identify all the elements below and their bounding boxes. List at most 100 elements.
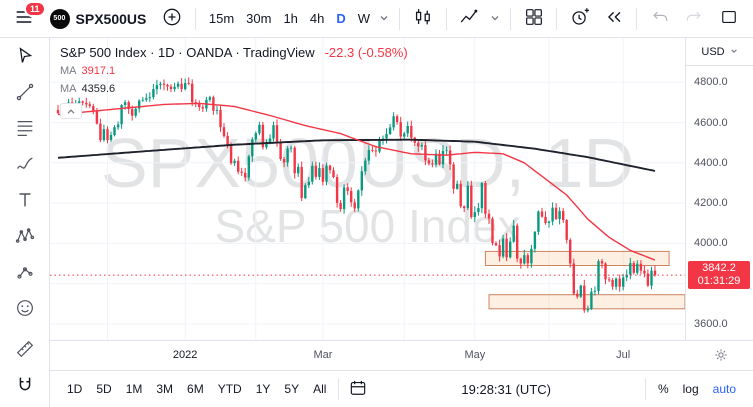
interval-menu-button[interactable] (376, 5, 392, 33)
axis-settings-button[interactable] (709, 345, 733, 367)
text-tool-button[interactable] (8, 186, 42, 216)
range-1d-button[interactable]: 1D (60, 377, 89, 401)
main-menu-button[interactable]: 11 (8, 0, 46, 34)
range-5y-button[interactable]: 5Y (277, 377, 306, 401)
currency-label: USD (701, 45, 725, 58)
time-tick: 2022 (172, 349, 198, 361)
interval-15m-button[interactable]: 15m (203, 5, 240, 33)
bar-countdown: 01:31:29 (697, 275, 741, 288)
fullscreen-button[interactable] (713, 4, 745, 34)
chart-legend: S&P 500 Index · 1D · OANDA · TradingView… (60, 45, 408, 119)
ma-slow-label: MA (60, 83, 77, 95)
compare-button[interactable] (156, 4, 188, 34)
range-buttons: 1D 5D 1M 3M 6M YTD 1Y 5Y All (60, 377, 333, 401)
price-tick: 4000.0 (694, 237, 728, 250)
chart-region: SPX500USD, 1D S&P 500 Index S&P 500 Inde… (50, 38, 753, 340)
replay-icon (603, 6, 625, 31)
currency-selector[interactable]: USD (686, 38, 753, 66)
price-tick: 4600.0 (694, 116, 728, 129)
bar-replay-button[interactable] (598, 4, 630, 34)
measure-tool-button[interactable] (8, 335, 42, 365)
current-price-label: 3842.2 01:31:29 (688, 261, 750, 290)
range-6m-button[interactable]: 6M (180, 377, 211, 401)
toolbar-divider (338, 378, 340, 400)
ma-fast-row: MA 3917.1 (60, 64, 408, 78)
interval-4h-button[interactable]: 4h (304, 5, 330, 33)
brush-tool-button[interactable] (8, 150, 42, 180)
undo-button[interactable] (644, 4, 676, 34)
measure-ruler-icon (14, 338, 36, 363)
drawing-toolbar (0, 38, 50, 407)
fib-retracement-tool-button[interactable] (8, 114, 42, 144)
chart-column: SPX500USD, 1D S&P 500 Index S&P 500 Inde… (50, 38, 753, 407)
redo-icon (684, 7, 704, 30)
interval-buttons: 15m 30m 1h 4h D W (203, 5, 376, 33)
range-all-button[interactable]: All (306, 377, 333, 401)
toolbar-divider (556, 7, 558, 30)
chart-style-button[interactable] (407, 4, 439, 34)
interval-30m-button[interactable]: 30m (240, 5, 277, 33)
symbol-search-button[interactable]: 500 SPX500US (42, 4, 155, 34)
layout-button[interactable] (518, 4, 550, 34)
cursor-icon (14, 45, 36, 70)
interval-toolbar: 15m 30m 1h 4h D W (203, 5, 392, 33)
price-tick: 4800.0 (694, 76, 728, 89)
toolbar-divider (399, 7, 401, 30)
chevron-down-icon (490, 11, 500, 26)
chart-plot[interactable]: SPX500USD, 1D S&P 500 Index S&P 500 Inde… (50, 38, 685, 340)
range-3m-button[interactable]: 3M (149, 377, 180, 401)
price-tick: 4200.0 (694, 197, 728, 210)
price-tick: 4400.0 (694, 156, 728, 169)
legend-title[interactable]: S&P 500 Index · 1D · OANDA · TradingView (60, 45, 315, 60)
interval-w-button[interactable]: W (352, 5, 376, 33)
emoji-tool-button[interactable] (8, 294, 42, 324)
fullscreen-icon (719, 7, 739, 30)
chevron-up-icon (66, 104, 76, 119)
fib-retracement-icon (14, 117, 36, 142)
indicators-button[interactable] (454, 4, 486, 34)
ma-fast-label: MA (60, 65, 77, 77)
clock-button[interactable]: 19:28:31 (UTC) (455, 377, 557, 401)
xabcd-pattern-icon (14, 225, 36, 250)
range-5d-button[interactable]: 5D (89, 377, 118, 401)
redo-button[interactable] (678, 4, 710, 34)
alert-button[interactable] (564, 4, 596, 34)
ma-fast-value: 3917.1 (81, 65, 116, 77)
calendar-icon (348, 378, 368, 401)
range-1y-button[interactable]: 1Y (249, 377, 278, 401)
collapse-legend-button[interactable] (60, 103, 82, 119)
time-axis[interactable]: 2022 Mar May Jul (50, 340, 753, 370)
goto-date-button[interactable] (344, 374, 372, 404)
brush-icon (14, 153, 36, 178)
range-1m-button[interactable]: 1M (119, 377, 150, 401)
price-scale[interactable]: USD 4800.0 4600.0 4400.0 4200.0 4000.0 3600.0… (685, 38, 753, 340)
gear-icon (713, 347, 729, 366)
time-tick: Jul (616, 349, 631, 361)
drawing-toolbar-bottom (8, 335, 42, 401)
cursor-tool-button[interactable] (8, 42, 42, 72)
xabcd-pattern-tool-button[interactable] (8, 222, 42, 252)
interval-d-button[interactable]: D (330, 5, 351, 33)
chevron-down-icon (379, 11, 389, 26)
magnet-tool-button[interactable] (8, 371, 42, 401)
time-tick: May (464, 349, 486, 361)
symbol-name: SPX500US (75, 10, 147, 27)
scale-buttons: % log auto (651, 377, 743, 401)
scale-log-button[interactable]: log (676, 377, 706, 401)
trend-line-tool-button[interactable] (8, 78, 42, 108)
toolbar-divider (644, 378, 646, 400)
forecast-tool-button[interactable] (8, 258, 42, 288)
bottom-toolbar: 1D 5D 1M 3M 6M YTD 1Y 5Y All 19:28:31 (UTC) % log… (50, 370, 753, 407)
scale-auto-button[interactable]: auto (706, 377, 743, 401)
indicators-menu-button[interactable] (487, 5, 503, 33)
toolbar-divider (636, 7, 638, 30)
compare-plus-icon (161, 6, 183, 31)
chevron-down-icon (730, 46, 738, 58)
scale-%-button[interactable]: % (651, 377, 676, 401)
ma-slow-value: 4359.6 (81, 83, 116, 95)
symbol-logo: 500 (49, 8, 70, 29)
range-ytd-button[interactable]: YTD (211, 377, 249, 401)
toolbar-divider (445, 7, 447, 30)
interval-1h-button[interactable]: 1h (277, 5, 303, 33)
price-tick: 3600.0 (694, 317, 728, 330)
